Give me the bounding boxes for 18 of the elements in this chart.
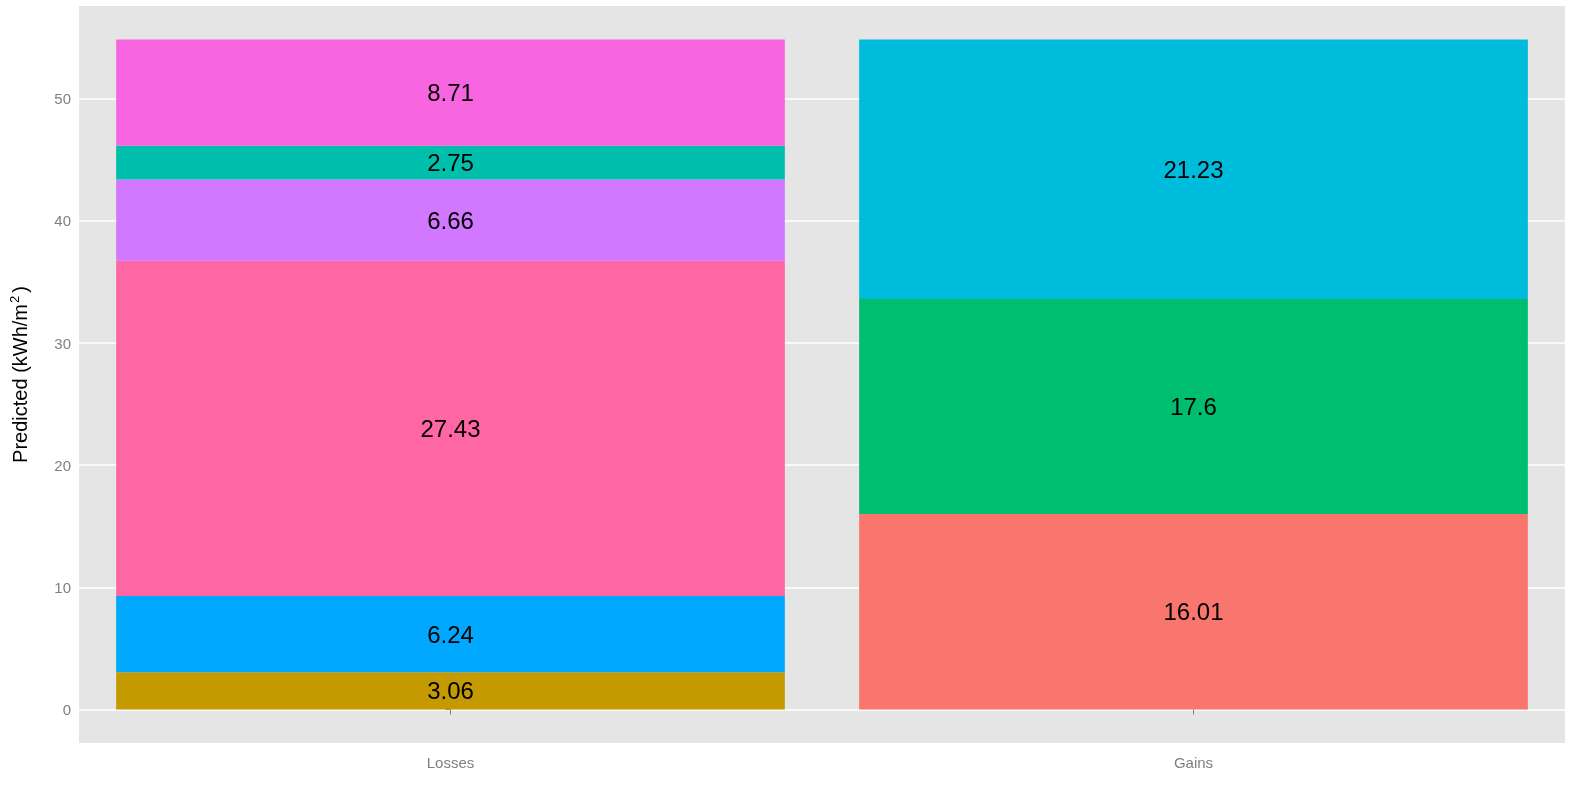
data-label: 2.75	[427, 149, 474, 177]
data-label: 21.23	[1163, 155, 1224, 183]
data-label: 17.6	[1170, 392, 1217, 420]
data-label: 8.71	[427, 79, 474, 107]
y-tick-label: 50	[54, 90, 71, 108]
x-tick-label: Gains	[1173, 754, 1214, 771]
y-tick-label: 20	[54, 456, 71, 474]
y-axis-title: Predicted (kWh/m2)	[7, 286, 31, 463]
data-label: 6.66	[427, 206, 474, 234]
y-tick-label: 40	[54, 212, 71, 230]
data-label: 27.43	[420, 414, 481, 442]
x-tick-label: Losses	[426, 754, 475, 771]
y-tick-label: 0	[62, 701, 71, 719]
data-label: 3.06	[427, 677, 474, 705]
y-tick-label: 10	[54, 578, 71, 596]
data-label: 6.24	[427, 620, 474, 648]
y-tick-label: 30	[54, 334, 71, 352]
data-label: 16.01	[1163, 598, 1224, 626]
